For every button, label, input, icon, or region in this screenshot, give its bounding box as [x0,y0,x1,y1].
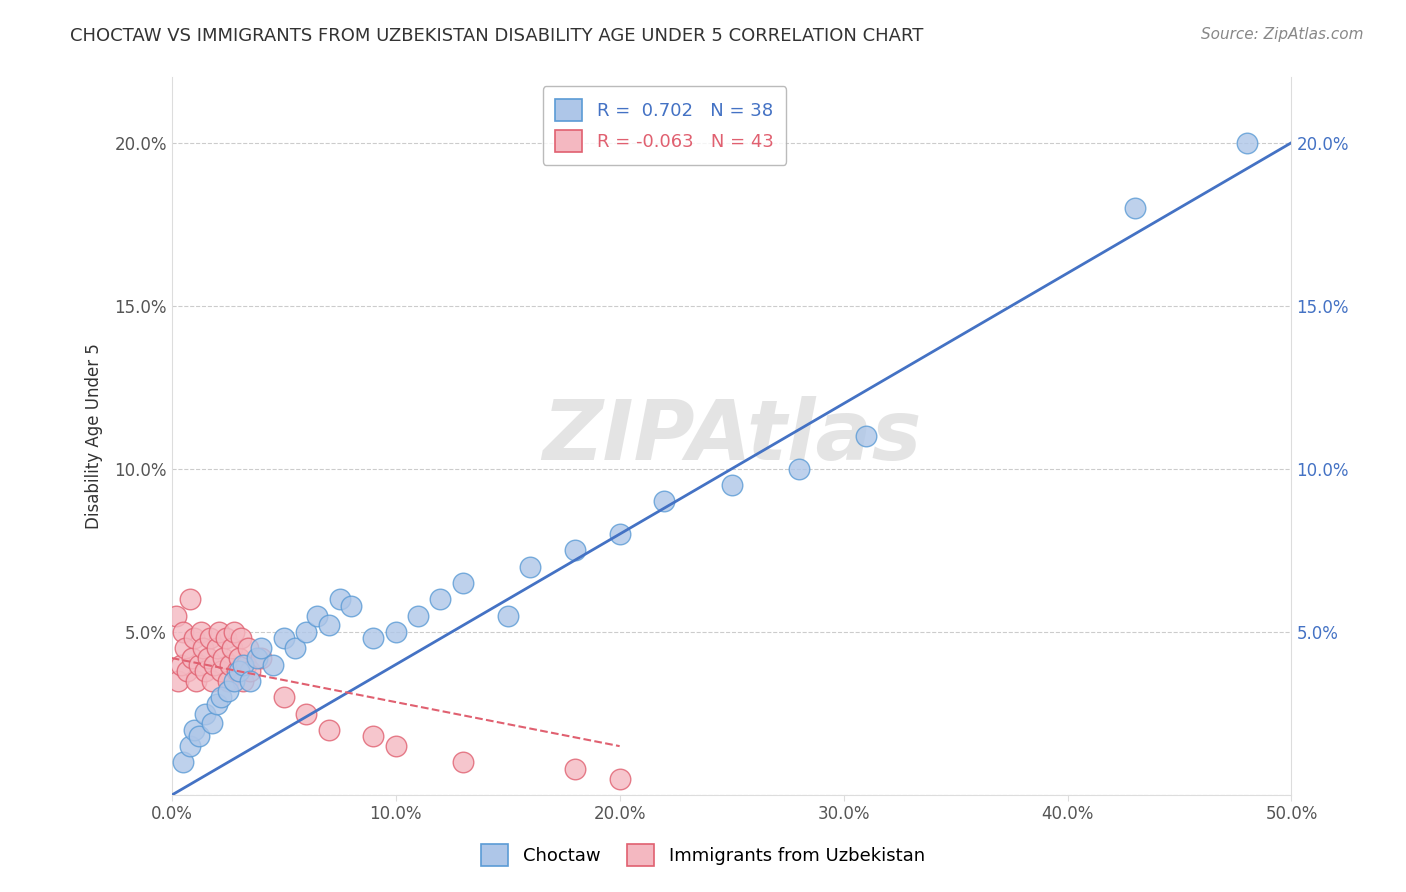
Point [519,559,541,574]
Point [363,632,385,646]
Point [250,641,273,656]
Point [219,657,242,672]
Point [214,632,236,646]
Point [194,706,217,721]
Point [202,657,225,672]
Point [186,673,208,688]
Point [201,673,224,688]
Point [340,599,363,613]
Point [262,657,284,672]
Point [564,543,586,558]
Point [172,756,194,770]
Point [187,657,209,672]
Point [212,651,235,665]
Point [224,624,246,639]
Point [205,641,228,656]
Point [363,730,385,744]
Point [307,608,329,623]
Point [194,664,217,678]
Point [209,664,232,678]
Point [187,730,209,744]
Legend: Choctaw, Immigrants from Uzbekistan: Choctaw, Immigrants from Uzbekistan [468,831,938,879]
Point [384,739,406,753]
Point [295,624,318,639]
Point [232,673,254,688]
Point [228,651,250,665]
Point [406,608,429,623]
Point [205,697,228,711]
Text: ZIPAtlas: ZIPAtlas [541,396,921,476]
Point [1236,136,1258,150]
Point [217,673,239,688]
Point [284,641,307,656]
Point [221,641,243,656]
Point [236,641,259,656]
Point [451,756,474,770]
Point [165,608,187,623]
Point [1123,201,1146,215]
Point [172,624,194,639]
Point [564,762,586,776]
Point [181,651,204,665]
Legend: R =  0.702   N = 38, R = -0.063   N = 43: R = 0.702 N = 38, R = -0.063 N = 43 [543,87,786,165]
Point [190,624,212,639]
Point [197,651,219,665]
Point [329,592,352,607]
Point [384,624,406,639]
Point [191,641,214,656]
Point [250,651,273,665]
Point [239,673,262,688]
Point [720,478,742,492]
Y-axis label: Disability Age Under 5: Disability Age Under 5 [86,343,103,529]
Point [496,608,519,623]
Point [609,772,631,786]
Point [239,664,262,678]
Point [208,624,231,639]
Point [201,716,224,731]
Text: Source: ZipAtlas.com: Source: ZipAtlas.com [1201,27,1364,42]
Point [179,739,201,753]
Point [787,462,810,476]
Point [235,657,257,672]
Point [232,657,254,672]
Text: CHOCTAW VS IMMIGRANTS FROM UZBEKISTAN DISABILITY AGE UNDER 5 CORRELATION CHART: CHOCTAW VS IMMIGRANTS FROM UZBEKISTAN DI… [70,27,924,45]
Point [167,673,190,688]
Point [183,723,205,737]
Point [198,632,221,646]
Point [217,683,239,698]
Point [179,592,201,607]
Point [228,664,250,678]
Point [318,618,340,632]
Point [183,632,205,646]
Point [429,592,451,607]
Point [209,690,232,705]
Point [246,651,269,665]
Point [225,664,247,678]
Point [176,664,198,678]
Point [231,632,253,646]
Point [273,632,295,646]
Point [609,527,631,541]
Point [318,723,340,737]
Point [855,429,877,443]
Point [451,576,474,591]
Point [224,673,246,688]
Point [273,690,295,705]
Point [295,706,318,721]
Point [174,641,197,656]
Point [654,494,676,508]
Point [170,657,193,672]
